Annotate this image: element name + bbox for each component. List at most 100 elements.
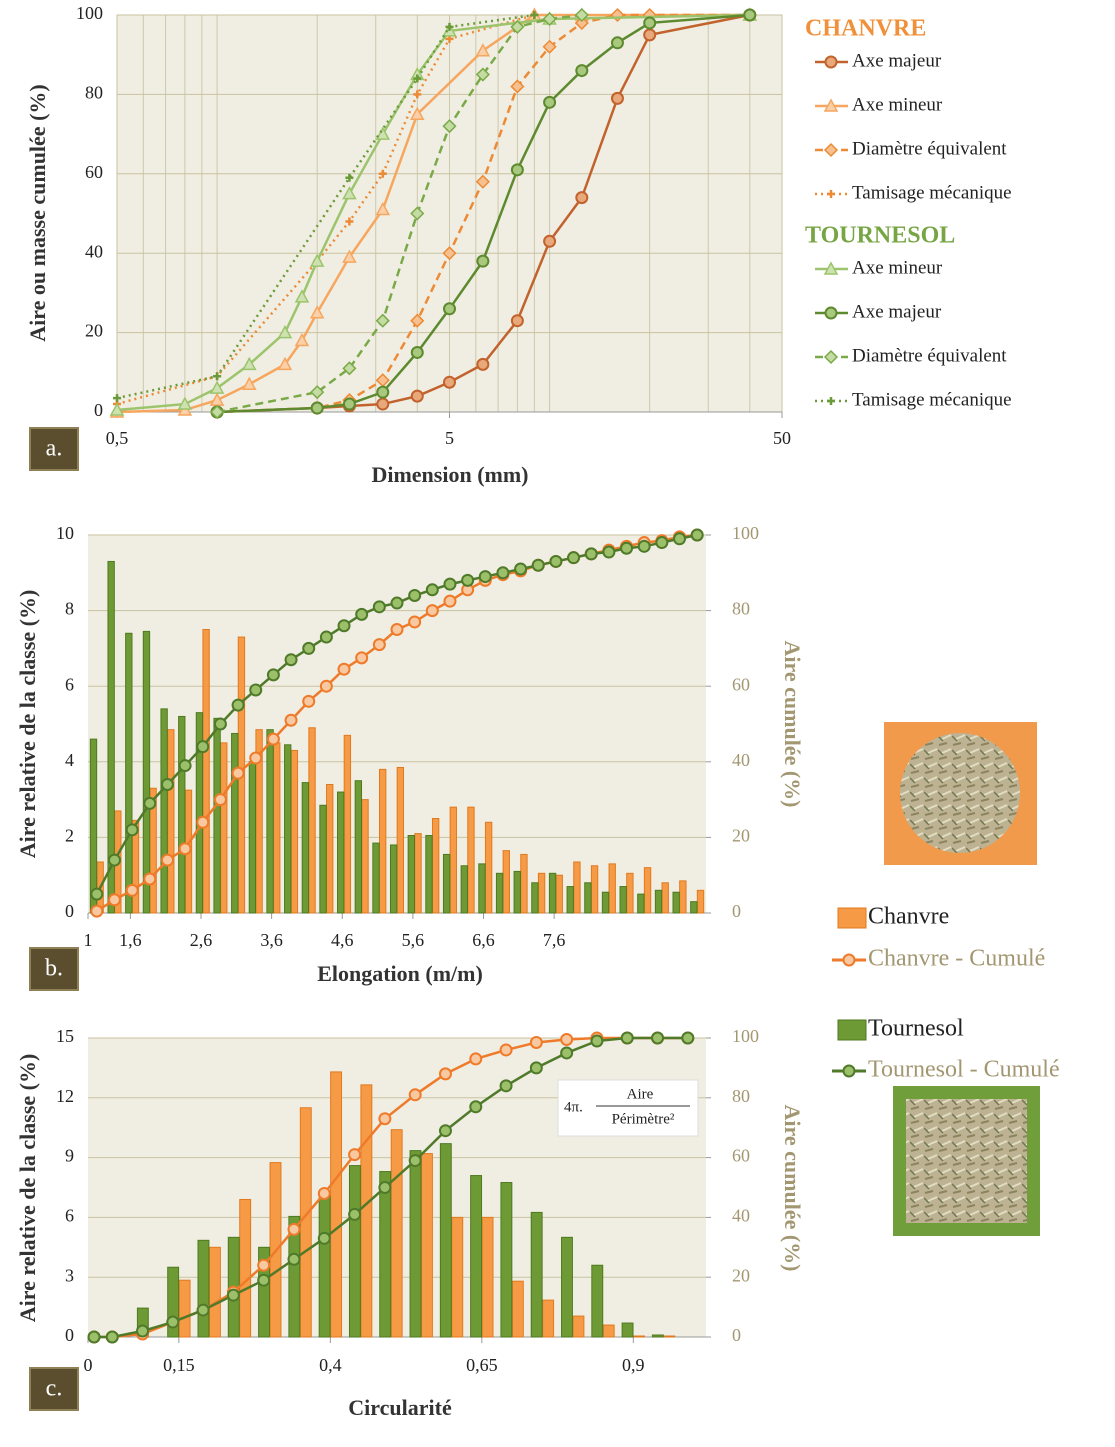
- marker: [372, 600, 386, 614]
- bar: [572, 1315, 585, 1338]
- marker: [510, 79, 525, 94]
- x-tick-label: 3,6: [260, 930, 283, 950]
- marker: [413, 90, 422, 99]
- bar: [495, 872, 504, 914]
- marker: [499, 1043, 513, 1057]
- y-tick-label: 9: [65, 1146, 74, 1166]
- marker: [461, 573, 475, 587]
- legend-label: Tournesol - Cumulé: [868, 1057, 1060, 1083]
- marker: [125, 823, 139, 837]
- marker: [475, 174, 490, 189]
- bar: [481, 1216, 494, 1338]
- marker: [226, 1288, 240, 1302]
- bar: [601, 891, 610, 914]
- bar: [330, 1071, 343, 1338]
- legend-label: Chanvre: [868, 904, 949, 930]
- marker: [574, 7, 589, 23]
- bar: [160, 708, 168, 914]
- marker: [249, 683, 263, 697]
- marker: [342, 249, 357, 263]
- marker: [543, 95, 557, 109]
- bar: [231, 732, 239, 914]
- y2-tick-label: 20: [732, 826, 750, 846]
- marker: [294, 332, 310, 347]
- marker: [378, 1181, 392, 1194]
- bar: [591, 1264, 604, 1338]
- marker: [277, 325, 293, 339]
- y-tick-label: 12: [56, 1086, 74, 1106]
- marker: [499, 1079, 513, 1093]
- marker: [590, 1034, 604, 1048]
- marker: [690, 528, 704, 542]
- marker: [560, 1032, 574, 1046]
- marker: [302, 694, 316, 708]
- bar: [651, 1334, 664, 1338]
- marker: [443, 577, 457, 591]
- marker: [342, 361, 357, 376]
- panel-label: c.: [46, 1376, 63, 1402]
- marker: [284, 653, 298, 667]
- marker: [287, 1252, 301, 1266]
- formula-prefix: 4π.: [564, 1099, 583, 1115]
- bar: [284, 744, 292, 914]
- marker: [442, 119, 457, 134]
- marker: [375, 126, 391, 140]
- bar: [608, 863, 616, 914]
- marker: [743, 8, 757, 22]
- marker: [510, 19, 525, 34]
- photo-chanvre: [884, 722, 1037, 865]
- marker: [196, 815, 210, 829]
- bar: [431, 818, 440, 914]
- y2-tick-label: 100: [732, 523, 759, 543]
- x-tick-label: 7,6: [543, 930, 566, 950]
- marker: [309, 305, 325, 319]
- marker: [113, 394, 121, 403]
- marker: [443, 594, 457, 608]
- marker: [531, 558, 545, 572]
- legend-label: Axe majeur: [852, 301, 942, 322]
- bar: [337, 791, 345, 914]
- marker: [643, 28, 657, 42]
- x-tick-label: 0,5: [106, 428, 129, 448]
- y2-tick-label: 40: [732, 750, 750, 770]
- marker: [823, 142, 839, 158]
- bar: [248, 761, 257, 914]
- marker: [231, 766, 245, 780]
- y-tick-label: 2: [65, 826, 74, 846]
- y2-tick-label: 80: [732, 1086, 750, 1106]
- marker: [824, 306, 838, 320]
- marker: [257, 1258, 271, 1272]
- marker: [651, 1031, 665, 1045]
- x-tick-label: 0,15: [163, 1355, 195, 1375]
- bar: [195, 712, 204, 914]
- marker: [342, 397, 356, 411]
- marker: [143, 796, 157, 810]
- bar: [319, 804, 327, 914]
- marker: [136, 1324, 150, 1338]
- bar: [354, 780, 363, 914]
- x-tick-label: 0,9: [622, 1355, 645, 1375]
- y2-tick-label: 40: [732, 1206, 750, 1226]
- formula-numerator: Aire: [627, 1086, 654, 1102]
- legend-label: Diamètre équivalent: [852, 138, 1007, 159]
- marker: [408, 1154, 422, 1168]
- y2-axis-title: Aire cumulée (%): [780, 1105, 805, 1272]
- bar: [663, 1335, 676, 1338]
- legend-group-title: CHANVRE: [805, 16, 926, 42]
- bar: [89, 738, 98, 914]
- marker: [827, 397, 835, 405]
- bar: [379, 768, 387, 914]
- bar: [654, 889, 663, 914]
- marker: [542, 39, 557, 54]
- marker: [410, 206, 425, 221]
- x-tick-label: 0,65: [466, 1355, 498, 1375]
- marker: [213, 372, 222, 381]
- marker: [266, 732, 280, 746]
- x-tick-label: 2,6: [190, 930, 213, 950]
- marker: [342, 186, 357, 200]
- legend-label: Tamisage mécanique: [852, 389, 1012, 410]
- bar: [643, 867, 652, 914]
- marker: [231, 698, 245, 712]
- bar: [361, 799, 369, 914]
- marker: [317, 1231, 331, 1245]
